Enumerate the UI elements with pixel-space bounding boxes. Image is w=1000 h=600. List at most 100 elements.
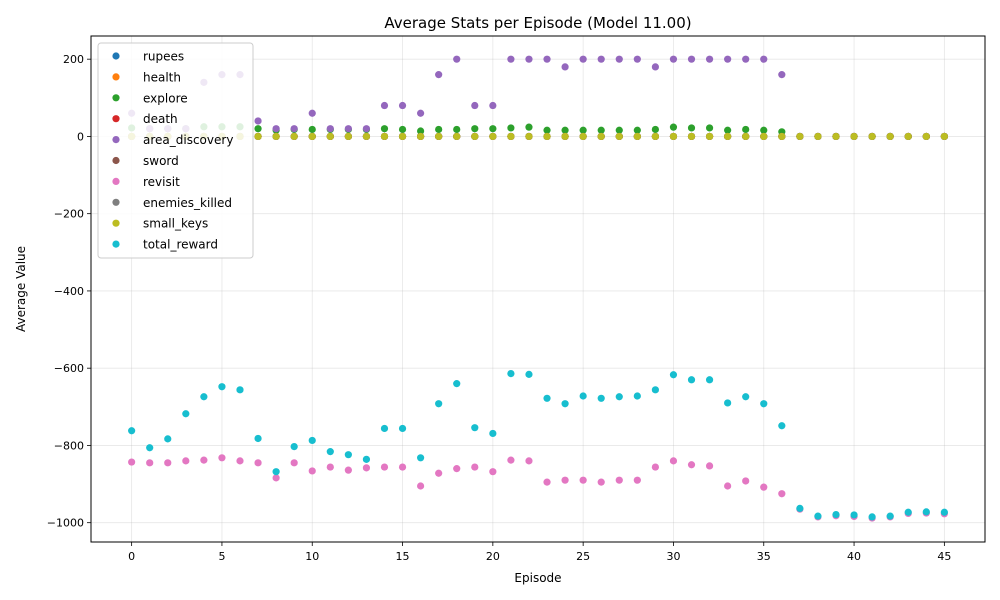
point-total-reward xyxy=(453,380,461,388)
point-total-reward xyxy=(489,429,497,438)
point-total-reward xyxy=(254,434,262,443)
x-axis-label: Episode xyxy=(514,571,561,585)
point-explore xyxy=(380,125,389,133)
point-total-reward xyxy=(435,400,443,408)
point-total-reward xyxy=(850,511,858,519)
point-revisit xyxy=(236,457,244,465)
point-total-reward xyxy=(471,424,479,432)
point-total-reward xyxy=(705,376,714,384)
point-explore xyxy=(561,126,569,134)
point-small-keys xyxy=(362,132,371,141)
point-total-reward xyxy=(218,383,226,391)
point-explore xyxy=(525,123,533,131)
axis-ticks: 0 5 10 15 20 25 30 35 40 45 −1000 −800 −600 −400 −200 0… xyxy=(47,53,952,563)
x-tick-label: 35 xyxy=(757,550,771,563)
legend-marker-sword xyxy=(112,156,120,165)
point-small-keys xyxy=(633,132,641,141)
y-tick-label: 0 xyxy=(77,130,84,143)
point-total-reward xyxy=(922,508,930,516)
point-small-keys xyxy=(417,132,425,141)
point-explore xyxy=(507,124,515,132)
point-total-reward xyxy=(579,392,587,400)
point-small-keys xyxy=(290,132,298,141)
y-axis-label: Average Value xyxy=(14,246,28,332)
point-total-reward xyxy=(724,399,732,407)
point-area-discovery xyxy=(453,55,461,63)
point-small-keys xyxy=(850,132,858,141)
point-small-keys xyxy=(940,132,948,141)
point-area-discovery xyxy=(398,101,407,110)
point-small-keys xyxy=(922,132,930,141)
point-revisit xyxy=(398,463,407,471)
point-total-reward xyxy=(669,371,678,379)
point-total-reward xyxy=(904,508,912,516)
point-small-keys xyxy=(705,132,714,141)
point-revisit xyxy=(669,457,678,465)
point-small-keys xyxy=(525,132,533,141)
point-revisit xyxy=(380,463,389,471)
point-area-discovery xyxy=(362,125,371,133)
point-explore xyxy=(651,125,659,134)
point-explore xyxy=(687,124,696,132)
point-revisit xyxy=(760,483,768,491)
point-revisit xyxy=(651,463,659,471)
point-revisit xyxy=(471,463,479,471)
point-revisit xyxy=(200,456,208,464)
y-tick-label: −800 xyxy=(54,439,84,452)
point-small-keys xyxy=(561,132,569,141)
point-total-reward xyxy=(290,442,298,451)
point-total-reward xyxy=(796,504,804,512)
point-explore xyxy=(543,126,551,134)
point-explore xyxy=(742,125,750,134)
point-revisit xyxy=(724,482,732,490)
point-revisit xyxy=(128,458,136,466)
point-total-reward xyxy=(164,435,172,443)
legend-label: enemies_killed xyxy=(143,196,232,210)
point-revisit xyxy=(633,476,641,484)
point-area-discovery xyxy=(669,55,678,63)
legend-marker-small-keys xyxy=(112,219,120,227)
point-explore xyxy=(453,125,461,134)
point-explore xyxy=(471,125,479,133)
point-revisit xyxy=(543,478,551,486)
point-small-keys xyxy=(904,132,912,141)
point-revisit xyxy=(597,478,605,486)
point-small-keys xyxy=(796,132,804,141)
x-tick-label: 5 xyxy=(218,550,225,563)
point-small-keys xyxy=(254,132,262,141)
legend-label: small_keys xyxy=(143,217,208,231)
point-revisit xyxy=(326,463,334,471)
legend-marker-death xyxy=(112,115,120,123)
point-area-discovery xyxy=(380,101,389,110)
point-small-keys xyxy=(687,132,696,141)
legend-marker-area-discovery xyxy=(112,136,120,144)
legend-marker-rupees xyxy=(112,52,120,60)
point-explore xyxy=(435,125,443,134)
point-area-discovery xyxy=(272,125,280,133)
point-area-discovery xyxy=(417,109,425,117)
point-revisit xyxy=(705,462,714,470)
point-revisit xyxy=(453,465,461,473)
point-small-keys xyxy=(326,132,334,141)
point-explore xyxy=(308,125,316,134)
point-small-keys xyxy=(272,132,280,141)
point-small-keys xyxy=(380,132,389,141)
point-revisit xyxy=(489,468,497,476)
legend-label: explore xyxy=(143,91,188,105)
point-small-keys xyxy=(344,132,352,141)
point-total-reward xyxy=(417,454,425,462)
point-small-keys xyxy=(453,132,461,141)
point-explore xyxy=(597,126,605,134)
point-small-keys xyxy=(868,132,876,141)
legend-box xyxy=(97,42,254,259)
point-area-discovery xyxy=(760,55,768,63)
point-explore xyxy=(489,125,497,133)
point-revisit xyxy=(344,466,352,474)
point-total-reward xyxy=(543,394,551,402)
point-area-discovery xyxy=(308,109,316,117)
point-area-discovery xyxy=(561,63,569,71)
point-total-reward xyxy=(308,436,316,445)
point-explore xyxy=(669,123,678,131)
point-total-reward xyxy=(742,393,750,401)
